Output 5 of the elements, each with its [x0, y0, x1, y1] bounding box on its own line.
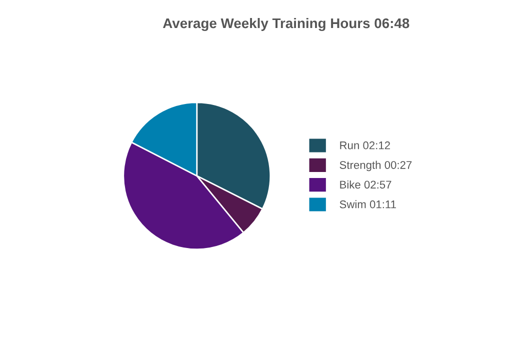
legend-label: Bike 02:57: [340, 180, 392, 189]
legend-label: Strength 00:27: [340, 160, 412, 172]
legend-label: Swim 01:11: [340, 200, 396, 208]
legend-label: Run 02:12: [340, 141, 390, 150]
chart-title: Average Weekly Training Hours 06:48: [162, 18, 410, 32]
